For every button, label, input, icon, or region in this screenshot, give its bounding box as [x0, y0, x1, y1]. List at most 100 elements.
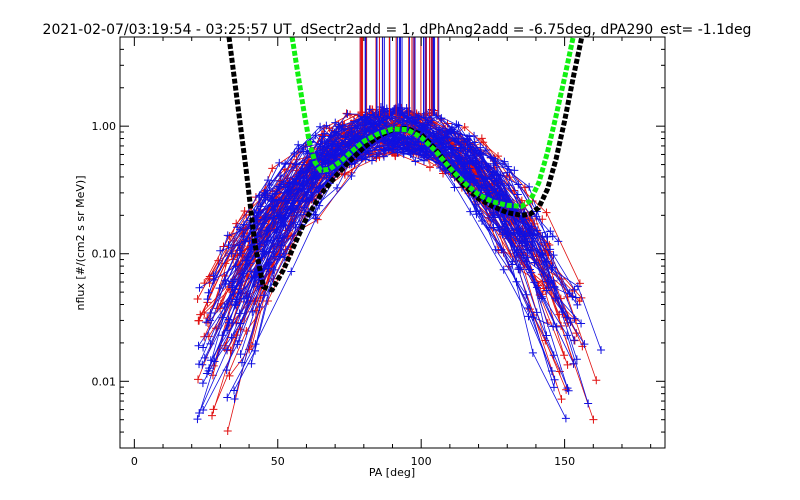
- blue-data-point: [206, 308, 215, 317]
- x-tick-label: 50: [271, 455, 285, 468]
- y-tick-label: 0.01: [92, 375, 117, 388]
- blue-data-point: [561, 414, 570, 423]
- blue-data-point: [382, 146, 391, 155]
- blue-data-point: [388, 143, 397, 152]
- blue-data-point: [540, 238, 549, 247]
- blue-data-point: [440, 132, 449, 141]
- blue-data-point: [568, 292, 577, 301]
- red-data-point: [589, 415, 598, 424]
- red-data-point: [425, 163, 434, 172]
- blue-data-point: [300, 203, 309, 212]
- blue-data-point: [521, 230, 530, 239]
- blue-data-point: [483, 186, 492, 195]
- blue-data-point: [289, 201, 298, 210]
- blue-data-point: [327, 132, 336, 141]
- blue-data-point: [388, 138, 397, 147]
- y-axis-label: nflux [#/(cm2 s sr MeV)]: [74, 176, 87, 311]
- blue-data-point: [326, 139, 335, 148]
- red-data-point: [572, 329, 581, 338]
- blue-data-point: [223, 345, 232, 354]
- spike-lines: [359, 37, 440, 117]
- blue-data-point: [508, 257, 517, 266]
- blue-data-point: [230, 386, 239, 395]
- blue-data-point: [343, 109, 352, 118]
- blue-data-point: [493, 223, 502, 232]
- blue-data-point: [195, 283, 204, 292]
- red-data-point: [520, 183, 529, 192]
- blue-data-point: [202, 318, 211, 327]
- blue-data-point: [547, 264, 556, 273]
- blue-data-point: [251, 346, 260, 355]
- blue-data-point: [206, 316, 215, 325]
- blue-data-point: [399, 138, 408, 147]
- blue-data-point: [516, 229, 525, 238]
- blue-data-point: [512, 277, 521, 286]
- blue-data-point: [452, 120, 461, 129]
- blue-data-point: [420, 153, 429, 162]
- blue-data-point: [375, 142, 384, 151]
- blue-data-point: [193, 415, 202, 424]
- blue-data-point: [294, 140, 303, 149]
- x-tick-label: 100: [411, 455, 432, 468]
- blue-data-point: [302, 195, 311, 204]
- red-data-point: [209, 405, 218, 414]
- blue-data-point: [236, 319, 245, 328]
- red-data-point: [477, 134, 486, 143]
- blue-data-point: [548, 232, 557, 241]
- blue-data-point: [278, 233, 287, 242]
- blue-data-point: [465, 132, 474, 141]
- blue-data-point: [287, 267, 296, 276]
- blue-data-point: [403, 113, 412, 122]
- blue-data-point: [277, 241, 286, 250]
- blue-data-point: [472, 210, 481, 219]
- blue-data-point: [203, 295, 212, 304]
- x-axis-label: PA [deg]: [369, 466, 415, 479]
- blue-data-point: [248, 307, 257, 316]
- blue-data-point: [411, 157, 420, 166]
- blue-data-point: [542, 286, 551, 295]
- blue-data-point: [334, 122, 343, 131]
- blue-data-point: [537, 294, 546, 303]
- blue-data-point: [198, 360, 207, 369]
- blue-data-point: [524, 312, 533, 321]
- blue-data-point: [457, 158, 466, 167]
- blue-data-point: [499, 265, 508, 274]
- red-data-point: [194, 375, 203, 384]
- blue-data-point: [379, 152, 388, 161]
- blue-data-point: [296, 173, 305, 182]
- red-data-point: [226, 346, 235, 355]
- red-data-point: [193, 295, 202, 304]
- blue-data-point: [441, 165, 450, 174]
- red-data-point: [268, 164, 277, 173]
- blue-spectrum-line: [208, 122, 589, 404]
- blue-data-point: [515, 263, 524, 272]
- blue-data-point: [274, 182, 283, 191]
- blue-data-point: [318, 132, 327, 141]
- blue-data-point: [261, 213, 270, 222]
- red-data-point: [557, 395, 566, 404]
- blue-data-point: [247, 359, 256, 368]
- blue-data-point: [254, 192, 263, 201]
- blue-spectrum-line: [238, 112, 575, 364]
- blue-data-point: [269, 265, 278, 274]
- blue-data-point: [456, 167, 465, 176]
- blue-data-point: [522, 290, 531, 299]
- blue-data-point: [546, 227, 555, 236]
- blue-data-point: [264, 176, 273, 185]
- blue-data-point: [206, 356, 215, 365]
- blue-data-point: [270, 252, 279, 261]
- blue-data-point: [504, 162, 513, 171]
- red-data-point: [225, 232, 234, 241]
- blue-data-point: [503, 168, 512, 177]
- blue-data-point: [239, 220, 248, 229]
- blue-data-point: [360, 115, 369, 124]
- blue-data-point: [573, 300, 582, 309]
- red-data-point: [232, 219, 241, 228]
- blue-data-point: [525, 182, 534, 191]
- blue-data-point: [199, 343, 208, 352]
- blue-data-point: [573, 282, 582, 291]
- blue-data-point: [312, 214, 321, 223]
- blue-data-point: [466, 207, 475, 216]
- blue-data-point: [533, 226, 542, 235]
- blue-data-point: [577, 319, 586, 328]
